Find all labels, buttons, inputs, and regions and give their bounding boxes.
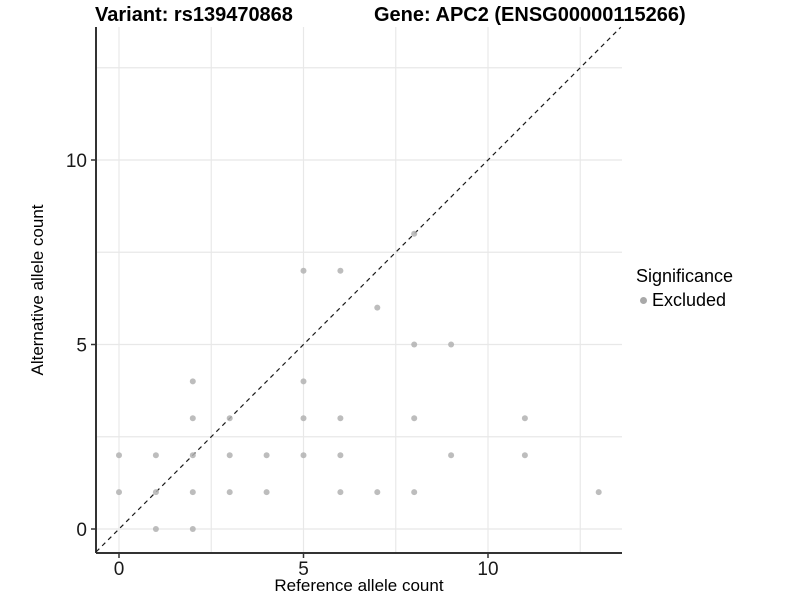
data-point (189, 489, 196, 496)
data-point (300, 267, 307, 274)
data-point (374, 489, 381, 496)
y-tick-label: 5 (76, 336, 87, 357)
data-point (374, 304, 381, 311)
data-point (337, 489, 344, 496)
data-point (337, 267, 344, 274)
legend-item-excluded: Excluded (636, 290, 733, 311)
identity-line (95, 26, 622, 553)
data-point (521, 415, 528, 422)
data-point (411, 341, 418, 348)
data-point (337, 452, 344, 459)
gene-title: Gene: APC2 (ENSG00000115266) (374, 4, 686, 26)
data-point (152, 489, 159, 496)
data-point (411, 489, 418, 496)
data-point (226, 489, 233, 496)
data-point (226, 452, 233, 459)
variant-title: Variant: rs139470868 (95, 4, 293, 26)
legend: Significance Excluded (636, 266, 733, 311)
data-point (300, 452, 307, 459)
data-point (263, 489, 270, 496)
data-point (189, 526, 196, 532)
legend-item-label: Excluded (652, 290, 727, 310)
data-point (595, 489, 602, 496)
x-tick-label: 0 (114, 559, 125, 580)
x-tick-label: 10 (477, 559, 498, 580)
legend-point-icon (640, 297, 647, 304)
data-point (300, 378, 307, 385)
data-point (263, 452, 270, 459)
y-tick-label: 0 (76, 520, 87, 541)
x-axis-label: Reference allele count (274, 576, 444, 595)
data-point (116, 452, 122, 459)
data-point (189, 452, 196, 459)
data-point (189, 415, 196, 422)
x-tick-label: 5 (298, 559, 309, 580)
y-tick-label: 10 (66, 151, 87, 172)
data-point (411, 230, 418, 237)
data-point (152, 526, 159, 532)
data-point (411, 415, 418, 422)
data-point (116, 489, 122, 496)
legend-title: Significance (636, 266, 734, 286)
data-point (448, 452, 455, 459)
data-point (448, 341, 455, 348)
data-point (152, 452, 159, 459)
data-point (189, 378, 196, 385)
data-point (300, 415, 307, 422)
data-point (226, 415, 233, 422)
data-point (521, 452, 528, 459)
data-point (337, 415, 344, 422)
